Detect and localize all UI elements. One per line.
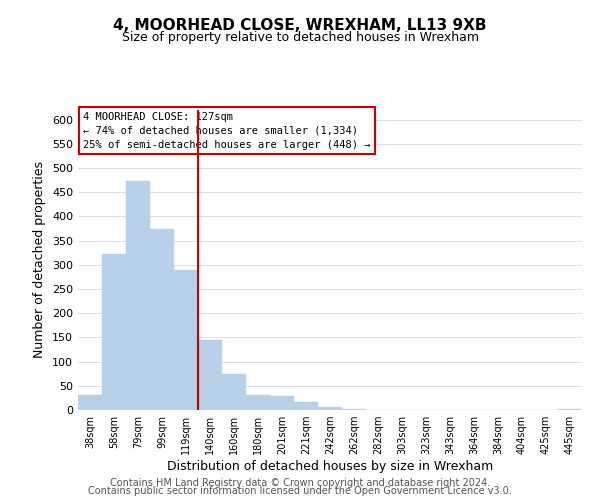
Text: 4, MOORHEAD CLOSE, WREXHAM, LL13 9XB: 4, MOORHEAD CLOSE, WREXHAM, LL13 9XB [113,18,487,32]
Bar [150,229,174,410]
Bar [174,270,198,410]
Bar [342,409,366,410]
Text: Contains public sector information licensed under the Open Government Licence v3: Contains public sector information licen… [88,486,512,496]
Bar [294,402,318,410]
Bar [102,254,126,410]
Text: Size of property relative to detached houses in Wrexham: Size of property relative to detached ho… [121,31,479,44]
Bar [198,340,222,410]
Y-axis label: Number of detached properties: Number of detached properties [34,162,46,358]
Bar [318,406,342,410]
Text: Contains HM Land Registry data © Crown copyright and database right 2024.: Contains HM Land Registry data © Crown c… [110,478,490,488]
Bar [126,180,150,410]
Bar [558,409,582,410]
Bar [222,374,246,410]
Bar [270,396,294,410]
X-axis label: Distribution of detached houses by size in Wrexham: Distribution of detached houses by size … [167,460,493,473]
Bar [246,395,270,410]
Text: 4 MOORHEAD CLOSE: 127sqm
← 74% of detached houses are smaller (1,334)
25% of sem: 4 MOORHEAD CLOSE: 127sqm ← 74% of detach… [83,112,371,150]
Bar [78,394,102,410]
